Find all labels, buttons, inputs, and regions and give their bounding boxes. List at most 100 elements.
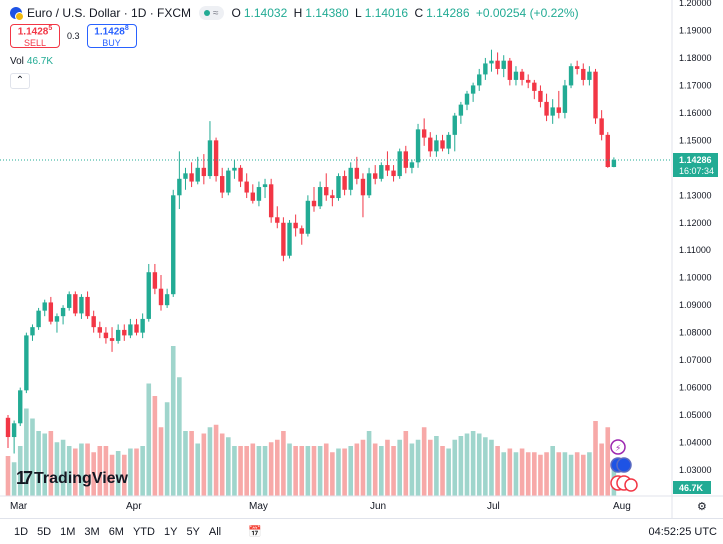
candle [605, 132, 610, 168]
volume-bar [79, 443, 84, 496]
sell-button[interactable]: 1.14285 SELL [10, 24, 60, 48]
candle [226, 167, 231, 196]
candle [299, 225, 304, 245]
candle [220, 167, 225, 199]
price-tick-label: 1.19000 [679, 25, 712, 35]
last-price-badge: 1.14286 16:07:34 [673, 153, 718, 177]
volume-bar [599, 443, 604, 496]
volume-bar [73, 448, 78, 496]
volume-bar [274, 439, 280, 496]
candle [440, 134, 445, 152]
volume-bar [580, 454, 586, 496]
candle [336, 173, 341, 201]
volume-bar [391, 446, 396, 496]
us-event-icon-3[interactable] [624, 478, 638, 492]
price-chart[interactable]: 1.20000 1.19000 1.18000 1.17000 1.16000 1.150… [0, 0, 723, 518]
candle [464, 90, 470, 111]
candle [11, 420, 17, 454]
candle [18, 387, 23, 427]
collapse-legend-button[interactable]: ⌃ [10, 73, 30, 89]
bottom-toolbar: 1D 5D 1M 3M 6M YTD 1Y 5Y All 📅 04:52:25 UTC [0, 518, 723, 544]
candle [232, 159, 237, 179]
candle [342, 170, 347, 196]
range-button-ytd[interactable]: YTD [132, 525, 155, 538]
volume-bar [121, 454, 127, 496]
candle [550, 99, 555, 124]
symbol-header[interactable]: Euro / U.S. Dollar · 1D · FXCM ≈ O 1.1403… [10, 4, 582, 22]
range-button-5y[interactable]: 5Y [186, 525, 200, 538]
candle [532, 79, 537, 100]
volume-bar [385, 439, 390, 496]
volume-bar [36, 431, 41, 496]
volume-bar [207, 427, 213, 496]
candle [568, 63, 574, 89]
range-button-all[interactable]: All [208, 525, 222, 538]
flash-event-icon[interactable] [610, 439, 626, 455]
candle [91, 310, 96, 333]
candle [171, 189, 176, 297]
range-button-3m[interactable]: 3M [84, 525, 100, 538]
volume-bar [525, 452, 531, 496]
candle [611, 157, 617, 168]
candle [262, 178, 268, 199]
volume-bar [201, 433, 207, 496]
candle [24, 332, 29, 394]
volume-bar [489, 439, 494, 496]
price-tick-label: 1.15000 [679, 135, 712, 145]
range-button-5d[interactable]: 5D [37, 525, 52, 538]
trade-panel: 1.14285 SELL 0.3 1.14288 BUY [10, 24, 137, 48]
volume-bar [587, 452, 592, 496]
candle [452, 112, 457, 152]
volume-bar [42, 433, 48, 496]
eu-event-icon-2[interactable] [616, 457, 632, 473]
candle [519, 68, 525, 86]
candle [97, 321, 102, 339]
price-tick-label: 1.09000 [679, 300, 712, 310]
range-button-1d[interactable]: 1D [14, 525, 29, 538]
calendar-icon[interactable]: 📅 [248, 526, 262, 538]
range-button-6m[interactable]: 6M [108, 525, 124, 538]
price-scale[interactable]: 1.20000 1.19000 1.18000 1.17000 1.16000 1.150… [679, 0, 712, 475]
candle [48, 296, 54, 325]
tradingview-watermark[interactable]: 17 TradingView [16, 468, 128, 488]
candle [238, 165, 243, 188]
buy-button[interactable]: 1.14288 BUY [86, 24, 137, 48]
candle [373, 165, 378, 185]
volume-bar [54, 442, 60, 496]
event-icons[interactable]: ⚡ [610, 439, 638, 492]
price-tick-label: 1.08000 [679, 328, 712, 338]
volume-legend[interactable]: Vol 46.7K [10, 56, 54, 67]
range-button-1y[interactable]: 1Y [163, 525, 178, 538]
candle [293, 214, 298, 237]
volume-bar [323, 443, 329, 496]
volume-bar [434, 436, 439, 496]
volume-bar [213, 424, 219, 496]
candle [60, 305, 66, 325]
volume-bar [189, 431, 194, 496]
utc-clock[interactable]: 04:52:25 UTC [648, 525, 717, 538]
candle [421, 118, 427, 146]
candle [275, 206, 280, 229]
candle [428, 132, 433, 157]
candle [513, 66, 519, 86]
volume-bar [605, 427, 611, 496]
volume-bar [48, 431, 54, 496]
candle [207, 121, 213, 179]
volume-bar [440, 446, 445, 496]
volume-bar [195, 443, 201, 496]
candle [268, 178, 274, 223]
market-status-badge[interactable]: ≈ [199, 6, 224, 20]
volume-bar [183, 431, 188, 496]
gear-icon[interactable]: ⚙ [697, 501, 707, 513]
candle [324, 173, 329, 201]
volume-bar [507, 448, 513, 496]
time-scale[interactable]: Mar Apr May Jun Jul Aug [10, 501, 631, 512]
candle [415, 123, 421, 168]
volume-bar [421, 427, 427, 496]
symbol-title[interactable]: Euro / U.S. Dollar · 1D · FXCM [27, 6, 192, 20]
volume-bar [226, 437, 231, 496]
volume-bar [268, 442, 274, 496]
volume-bar [464, 433, 470, 496]
candle [477, 68, 482, 91]
range-button-1m[interactable]: 1M [60, 525, 76, 538]
